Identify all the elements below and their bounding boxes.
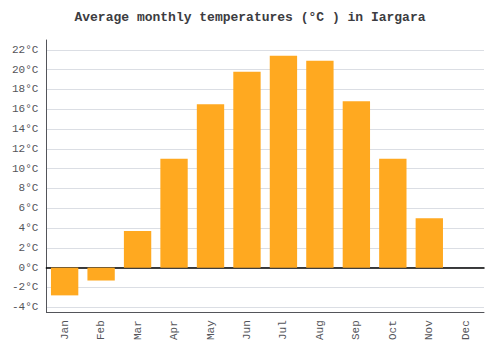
svg-text:22°C: 22°C [12, 44, 39, 56]
svg-text:6°C: 6°C [19, 202, 39, 214]
svg-text:16°C: 16°C [12, 103, 39, 115]
svg-text:18°C: 18°C [12, 83, 39, 95]
svg-text:Mar: Mar [132, 320, 144, 340]
svg-text:Jan: Jan [59, 320, 71, 340]
svg-text:Jun: Jun [241, 320, 253, 340]
svg-text:0°C: 0°C [19, 262, 39, 274]
svg-text:4°C: 4°C [19, 222, 39, 234]
svg-text:May: May [205, 320, 217, 340]
svg-text:Average monthly temperatures (: Average monthly temperatures (°C ) in Ia… [74, 10, 425, 25]
svg-text:Apr: Apr [168, 320, 180, 340]
svg-text:Nov: Nov [423, 320, 435, 340]
svg-text:Jul: Jul [277, 320, 289, 340]
svg-text:Feb: Feb [95, 320, 107, 340]
svg-text:20°C: 20°C [12, 64, 39, 76]
svg-text:Aug: Aug [314, 320, 326, 340]
svg-text:8°C: 8°C [19, 182, 39, 194]
svg-text:Dec: Dec [460, 320, 472, 340]
svg-text:-2°C: -2°C [12, 281, 39, 293]
svg-text:Oct: Oct [387, 320, 399, 340]
svg-text:14°C: 14°C [12, 123, 39, 135]
svg-text:2°C: 2°C [19, 242, 39, 254]
svg-text:Sep: Sep [350, 320, 362, 340]
svg-text:12°C: 12°C [12, 143, 39, 155]
svg-text:10°C: 10°C [12, 163, 39, 175]
svg-text:-4°C: -4°C [12, 301, 39, 313]
